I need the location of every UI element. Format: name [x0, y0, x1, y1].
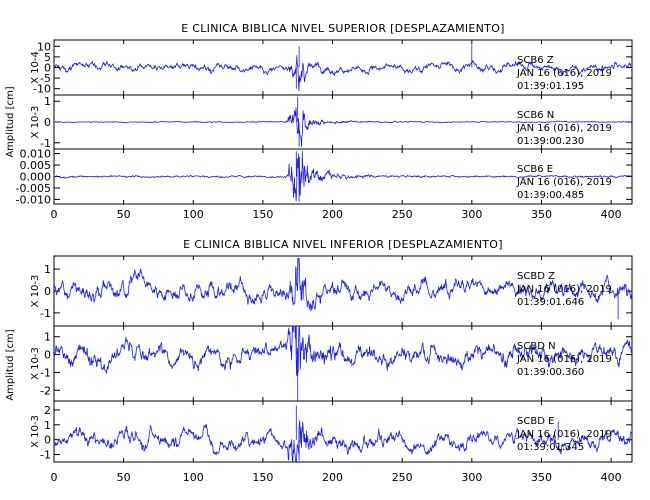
- series-trace: [53, 97, 633, 147]
- x-tick-label: 300: [461, 471, 482, 484]
- y-tick-label: 0.005: [20, 159, 52, 172]
- date-label: JAN 16 (016), 2019: [516, 68, 612, 79]
- panel-3: -1 0 1 2X 10-3 SCBD E JAN 16 (016), 2019 01:39…: [30, 400, 633, 463]
- x-tick-label: 400: [601, 208, 622, 221]
- x-tick-label: 100: [183, 471, 204, 484]
- scale-label: X 10-3: [30, 347, 41, 380]
- date-label: JAN 16 (016), 2019: [516, 429, 612, 440]
- x-tick-label: 150: [252, 471, 273, 484]
- panel-2: -2 -1 0 1X 10-3 SCBD N JAN 16 (016), 2019 01:3…: [30, 325, 633, 402]
- date-label: JAN 16 (016), 2019: [516, 284, 612, 295]
- x-tick-label: 300: [461, 208, 482, 221]
- time-label: 01:39:00.360: [517, 367, 584, 378]
- x-tick-label: 0: [51, 471, 58, 484]
- y-tick-label: 0: [44, 62, 51, 75]
- y-tick-label: 0: [44, 349, 51, 362]
- x-tick-label: 400: [601, 471, 622, 484]
- y-tick-label: 1: [44, 331, 51, 344]
- date-label: JAN 16 (016), 2019: [516, 177, 612, 188]
- y-tick-label: 0: [44, 285, 51, 298]
- y-tick-label: -0.010: [16, 193, 51, 206]
- x-tick-label: 50: [117, 471, 131, 484]
- y-tick-label: 0.010: [20, 148, 52, 161]
- y-tick-label: 2: [44, 404, 51, 417]
- series-trace: [53, 257, 633, 320]
- x-tick-label: 350: [531, 471, 552, 484]
- panel-1: -1 0 1X 10-3 SCBD Z JAN 16 (016), 2019 01:39:…: [30, 255, 633, 327]
- y-tick-label: 0.000: [20, 171, 52, 184]
- y-tick-label: 5: [44, 51, 51, 64]
- y-tick-label: 0: [44, 116, 51, 129]
- y-tick-label: -1: [40, 137, 51, 150]
- time-label: 01:39:01.195: [517, 81, 584, 92]
- series-trace: [53, 325, 633, 401]
- y-tick-label: -2: [40, 384, 51, 397]
- y-axis-label: Amplitud [cm]: [5, 86, 16, 157]
- y-tick-label: -10: [33, 83, 51, 96]
- x-tick-label: 150: [252, 208, 273, 221]
- x-tick-label: 200: [322, 208, 343, 221]
- scale-label: X 10-3: [30, 106, 41, 139]
- x-tick-label: 250: [392, 208, 413, 221]
- chart-2: E CLINICA BIBLICA NIVEL INFERIOR [DESPLA…: [5, 238, 633, 484]
- y-tick-label: -1: [40, 307, 51, 320]
- x-tick-label: 50: [117, 208, 131, 221]
- station-label: SCBD N: [517, 341, 556, 352]
- x-tick-label: 100: [183, 208, 204, 221]
- chart-title: E CLINICA BIBLICA NIVEL SUPERIOR [DESPLA…: [181, 22, 505, 35]
- y-tick-label: -1: [40, 449, 51, 462]
- series-trace: [53, 44, 633, 91]
- y-tick-label: 10: [37, 40, 51, 53]
- date-label: JAN 16 (016), 2019: [516, 123, 612, 134]
- chart-1: E CLINICA BIBLICA NIVEL SUPERIOR [DESPLA…: [5, 22, 633, 221]
- station-label: SCBD Z: [517, 271, 555, 282]
- scale-label: X 10-4: [30, 51, 41, 84]
- station-label: SCB6 Z: [517, 55, 554, 66]
- series-trace: [53, 405, 633, 463]
- y-tick-label: -5: [40, 72, 51, 85]
- scale-label: X 10-3: [30, 275, 41, 308]
- x-tick-label: 200: [322, 471, 343, 484]
- station-label: SCB6 N: [517, 110, 554, 121]
- x-tick-label: 0: [51, 208, 58, 221]
- time-label: 01:39:00.230: [517, 136, 584, 147]
- y-axis-label: Amplitud [cm]: [5, 329, 16, 400]
- date-label: JAN 16 (016), 2019: [516, 354, 612, 365]
- y-tick-label: 1: [44, 263, 51, 276]
- station-label: SCB6 E: [517, 164, 553, 175]
- chart-title: E CLINICA BIBLICA NIVEL INFERIOR [DESPLA…: [183, 238, 503, 251]
- y-tick-label: 1: [44, 95, 51, 108]
- x-tick-label: 250: [392, 471, 413, 484]
- time-label: 01:39:01.345: [517, 442, 584, 453]
- station-label: SCBD E: [517, 416, 554, 427]
- scale-label: X 10-3: [30, 415, 41, 448]
- series-trace: [53, 151, 633, 202]
- time-label: 01:39:00.485: [517, 190, 584, 201]
- y-tick-label: -1: [40, 366, 51, 379]
- y-tick-label: 0: [44, 434, 51, 447]
- y-tick-label: -0.005: [16, 182, 51, 195]
- time-label: 01:39:01.646: [517, 297, 584, 308]
- x-tick-label: 350: [531, 208, 552, 221]
- y-tick-label: 1: [44, 419, 51, 432]
- panel-2: -1 0 1X 10-3 SCB6 N JAN 16 (016), 2019 01:39:…: [30, 94, 633, 150]
